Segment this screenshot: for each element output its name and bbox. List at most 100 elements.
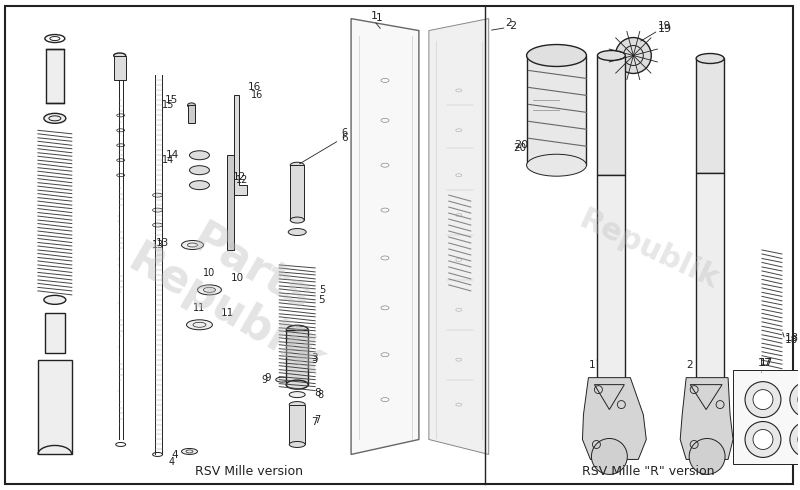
Text: 2: 2 — [506, 18, 512, 27]
Ellipse shape — [190, 151, 210, 160]
Text: 1: 1 — [589, 360, 595, 369]
Circle shape — [790, 421, 800, 458]
Text: 16: 16 — [251, 91, 263, 100]
Ellipse shape — [276, 377, 289, 382]
Ellipse shape — [186, 320, 213, 330]
Text: 17: 17 — [758, 358, 772, 368]
Bar — [46, 49, 64, 103]
Text: 18: 18 — [785, 333, 799, 343]
Bar — [286, 330, 308, 385]
Polygon shape — [234, 96, 247, 195]
Ellipse shape — [290, 162, 304, 168]
Ellipse shape — [288, 228, 306, 236]
Ellipse shape — [290, 217, 304, 223]
Bar — [290, 165, 304, 220]
Text: 1: 1 — [376, 13, 382, 23]
Text: 3: 3 — [311, 353, 318, 363]
Text: 19: 19 — [658, 21, 671, 30]
Text: 20: 20 — [514, 140, 529, 150]
Text: RSV Mille "R" version: RSV Mille "R" version — [582, 465, 714, 478]
Ellipse shape — [187, 103, 195, 108]
Bar — [733, 369, 800, 465]
Text: 2: 2 — [686, 360, 693, 369]
Text: 14: 14 — [166, 150, 179, 160]
Text: 3: 3 — [311, 355, 318, 365]
Circle shape — [615, 38, 651, 74]
Text: RSV Mille version: RSV Mille version — [195, 465, 303, 478]
Circle shape — [689, 439, 725, 474]
Circle shape — [790, 382, 800, 417]
Ellipse shape — [290, 441, 305, 447]
Text: 9: 9 — [261, 375, 267, 385]
Text: 7: 7 — [314, 415, 321, 424]
Text: 12: 12 — [236, 175, 249, 185]
Circle shape — [591, 439, 627, 474]
Ellipse shape — [190, 181, 210, 190]
Bar — [290, 405, 305, 444]
Ellipse shape — [598, 50, 626, 60]
Text: 15: 15 — [162, 100, 174, 110]
Text: 10: 10 — [231, 273, 244, 283]
Text: 19: 19 — [658, 24, 672, 34]
Bar — [598, 55, 626, 175]
Text: 13: 13 — [152, 240, 165, 250]
Ellipse shape — [290, 392, 305, 397]
Bar — [45, 313, 65, 353]
Text: 20: 20 — [514, 143, 526, 153]
Ellipse shape — [526, 154, 586, 176]
Text: 15: 15 — [165, 96, 178, 105]
Text: 4: 4 — [169, 458, 174, 467]
Text: 7: 7 — [311, 416, 318, 426]
Text: 4: 4 — [171, 450, 178, 461]
Text: 5: 5 — [318, 295, 325, 305]
Text: 18: 18 — [785, 335, 798, 345]
Text: 10: 10 — [203, 268, 215, 278]
Text: 8: 8 — [317, 390, 323, 400]
Circle shape — [798, 390, 800, 410]
Ellipse shape — [526, 45, 586, 67]
Ellipse shape — [286, 325, 308, 334]
Polygon shape — [429, 19, 489, 454]
Text: 11: 11 — [194, 303, 206, 313]
Ellipse shape — [114, 53, 126, 58]
Bar — [526, 55, 586, 165]
Text: 11: 11 — [221, 308, 234, 318]
Text: 13: 13 — [156, 238, 169, 248]
Text: 16: 16 — [248, 82, 261, 93]
Circle shape — [798, 430, 800, 449]
Text: Republik: Republik — [574, 205, 722, 295]
Text: 8: 8 — [314, 388, 321, 397]
Ellipse shape — [190, 166, 210, 175]
Polygon shape — [582, 378, 646, 460]
Circle shape — [753, 430, 773, 449]
Polygon shape — [351, 19, 419, 454]
Bar — [696, 58, 724, 173]
Bar — [598, 175, 626, 380]
Text: 2: 2 — [509, 21, 516, 30]
Text: 9: 9 — [264, 373, 270, 383]
Text: 5: 5 — [319, 285, 326, 295]
Text: 6: 6 — [341, 128, 347, 138]
Ellipse shape — [198, 285, 222, 295]
Text: 12: 12 — [233, 172, 246, 182]
Ellipse shape — [696, 53, 724, 64]
Ellipse shape — [44, 295, 66, 304]
Circle shape — [745, 421, 781, 458]
Ellipse shape — [182, 241, 203, 249]
Bar — [696, 173, 724, 380]
Ellipse shape — [182, 448, 198, 454]
Ellipse shape — [44, 113, 66, 123]
Bar — [38, 360, 72, 454]
Ellipse shape — [290, 402, 305, 408]
Text: 14: 14 — [162, 155, 174, 165]
Bar — [114, 55, 126, 80]
Text: Parts
Republik: Parts Republik — [121, 195, 358, 385]
Text: 1: 1 — [370, 11, 378, 21]
Circle shape — [745, 382, 781, 417]
Polygon shape — [680, 378, 733, 460]
Circle shape — [753, 390, 773, 410]
Bar — [227, 155, 234, 250]
Text: 6: 6 — [341, 133, 347, 143]
Text: 17: 17 — [760, 358, 774, 368]
Bar — [187, 105, 195, 123]
